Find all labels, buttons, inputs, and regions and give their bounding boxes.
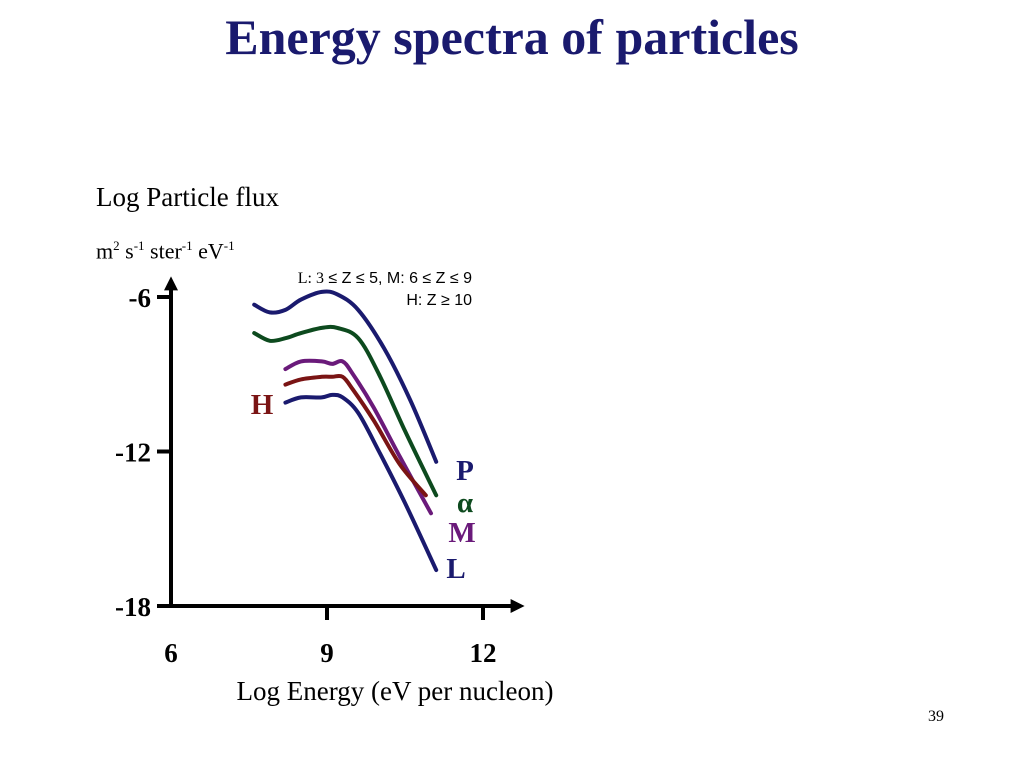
unit-s: s	[119, 238, 134, 264]
y-axis-title: Log Particle flux	[96, 182, 279, 212]
charge-range-note: L: 3 ≤ Z ≤ 5, M: 6 ≤ Z ≤ 9 H: Z ≥ 10	[200, 268, 472, 312]
charge-range-line-2: H: Z ≥ 10	[406, 292, 472, 309]
x-tick-label: 9	[320, 638, 334, 668]
x-tick-label: 6	[164, 638, 178, 668]
unit-ster: ster	[144, 238, 182, 264]
series-line-alpha	[252, 324, 439, 498]
series-label-l: L	[446, 553, 465, 585]
x-tick-label: 12	[470, 638, 497, 668]
y-tick-label: -18	[115, 592, 151, 622]
series-line-l	[283, 392, 439, 572]
series-label-p: P	[456, 455, 474, 487]
slide-title: Energy spectra of particles	[225, 9, 799, 65]
y-tick-label: -6	[129, 283, 152, 313]
charge-range-l-prefix: L: 3	[297, 270, 324, 287]
y-axis-arrow	[164, 276, 178, 291]
x-axis-arrow	[510, 599, 525, 613]
unit-s-exp: -1	[133, 238, 145, 253]
unit-m-exp: 2	[113, 238, 120, 253]
series-line-h	[283, 373, 428, 498]
series-label-alpha: α	[457, 487, 473, 519]
charge-range-l-rest: ≤ Z ≤ 5, M: 6 ≤ Z ≤ 9	[323, 270, 472, 287]
unit-ster-exp: -1	[181, 238, 193, 253]
charge-range-line-1: L: 3 ≤ Z ≤ 5, M: 6 ≤ Z ≤ 9	[200, 268, 472, 290]
series-line-p	[252, 289, 439, 464]
x-axis-title: Log Energy (eV per nucleon)	[237, 676, 554, 706]
unit-m: m	[96, 238, 114, 264]
series-label-h: H	[251, 389, 274, 421]
series-line-m	[283, 358, 433, 516]
y-axis-units: m2 s-1 ster-1 eV-1	[96, 238, 235, 264]
series-label-m: M	[448, 517, 475, 549]
unit-ev-exp: -1	[223, 238, 235, 253]
y-tick-label: -12	[115, 438, 151, 468]
page-number: 39	[928, 708, 944, 725]
unit-ev: eV	[192, 238, 224, 264]
